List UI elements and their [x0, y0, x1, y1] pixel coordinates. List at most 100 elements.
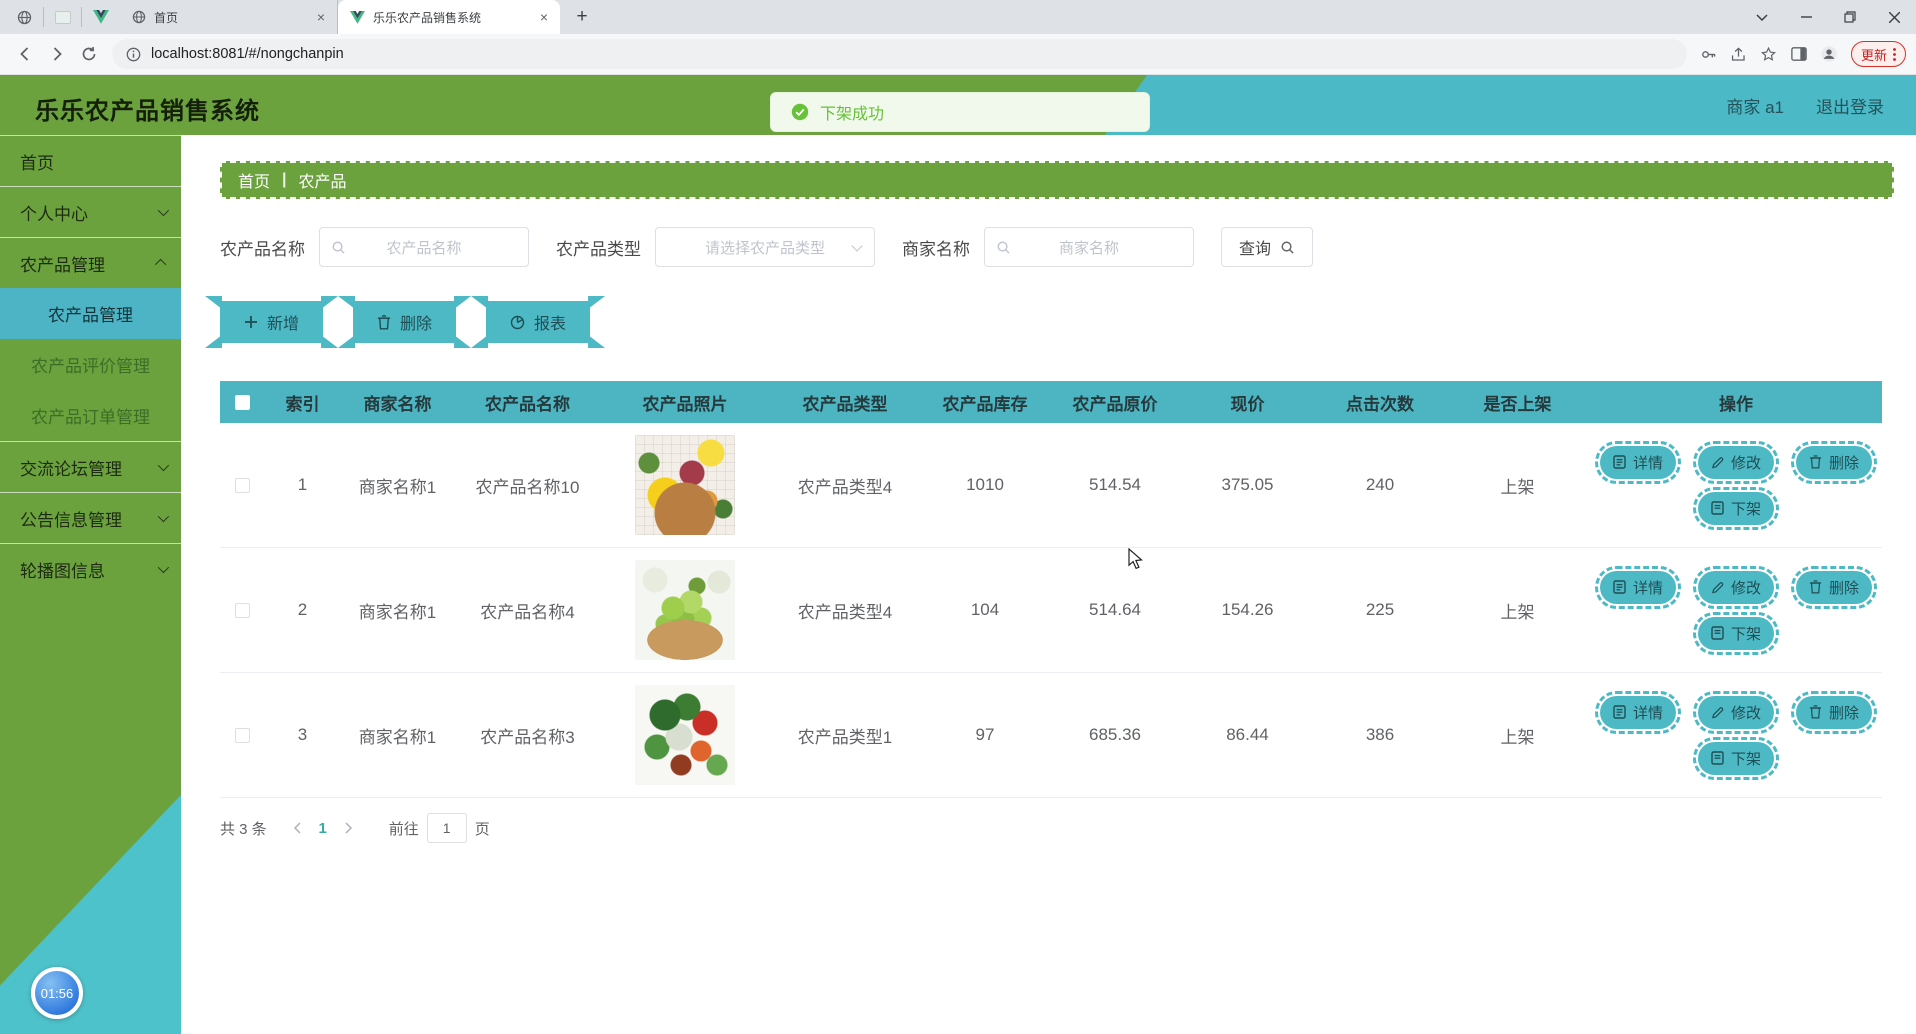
breadcrumb-home[interactable]: 首页	[238, 174, 271, 191]
next-page-icon[interactable]	[337, 816, 361, 840]
document-icon	[1613, 455, 1626, 469]
delete-row-button[interactable]: 删除	[1790, 690, 1878, 734]
cell-product-type: 农产品类型1	[770, 672, 920, 798]
pinned-tab[interactable]	[44, 7, 82, 27]
product-name-input[interactable]: 农产品名称	[319, 227, 529, 267]
bookmark-star-icon[interactable]	[1755, 40, 1783, 68]
document-icon	[1613, 705, 1626, 719]
sidebar-item-product-management[interactable]: 农产品管理	[0, 237, 181, 288]
sidebar-item-label: 公告信息管理	[20, 510, 122, 530]
reload-icon[interactable]	[74, 39, 104, 69]
pen-icon	[1711, 581, 1724, 594]
off-shelf-button[interactable]: 下架	[1692, 736, 1780, 780]
pen-icon	[1711, 706, 1724, 719]
prev-page-icon[interactable]	[285, 816, 309, 840]
new-tab-button[interactable]: +	[576, 6, 588, 27]
column-header: 农产品原价	[1050, 381, 1180, 423]
row-checkbox[interactable]	[235, 728, 250, 744]
main-content: 首页 | 农产品 农产品名称 农产品名称 农产品类型 请选择农产品类型 商家名称…	[181, 135, 1916, 1034]
page-thumbnail-icon	[54, 10, 71, 24]
delete-button[interactable]: 删除	[338, 296, 472, 348]
off-shelf-button[interactable]: 下架	[1692, 611, 1780, 655]
restore-button[interactable]	[1828, 0, 1872, 34]
info-icon[interactable]	[126, 47, 141, 62]
add-button[interactable]: 新增	[205, 296, 339, 348]
merchant-name-label: 商家名称	[902, 239, 970, 259]
delete-row-button[interactable]: 删除	[1790, 565, 1878, 609]
page-number[interactable]: 1	[318, 819, 327, 837]
logout-link[interactable]: 退出登录	[1816, 97, 1884, 117]
header-user-area: 商家 a1 退出登录	[1105, 75, 1916, 135]
edit-button[interactable]: 修改	[1692, 440, 1780, 484]
chevron-down-icon	[157, 204, 170, 217]
pinned-tab[interactable]	[82, 7, 120, 27]
column-header: 索引	[265, 381, 340, 423]
sidebar-item-home[interactable]: 首页	[0, 135, 181, 186]
sidebar-subitem-label: 农产品评价管理	[31, 357, 150, 376]
close-window-button[interactable]	[1872, 0, 1916, 34]
detail-button[interactable]: 详情	[1594, 440, 1681, 484]
close-icon[interactable]: ×	[316, 9, 326, 25]
column-header: 农产品库存	[920, 381, 1050, 423]
detail-button[interactable]: 详情	[1594, 565, 1681, 609]
table-header-row: 索引 商家名称 农产品名称 农产品照片 农产品类型 农产品库存 农产品原价 现价 点击次数 是否上…	[220, 381, 1882, 423]
product-type-select[interactable]: 请选择农产品类型	[655, 227, 875, 267]
browser-toolbar: localhost:8081/#/nongchanpin 更新	[0, 34, 1916, 75]
password-key-icon[interactable]	[1695, 40, 1723, 68]
browser-tab-active[interactable]: 乐乐农产品销售系统 ×	[338, 0, 560, 34]
pinned-tab[interactable]	[6, 7, 44, 27]
sidebar-item-forum-management[interactable]: 交流论坛管理	[0, 441, 181, 492]
report-button[interactable]: 报表	[471, 296, 606, 348]
delete-row-button[interactable]: 删除	[1790, 440, 1878, 484]
check-circle-icon	[791, 103, 809, 121]
sidebar-subitem-product-management[interactable]: 农产品管理	[0, 288, 181, 339]
column-header: 农产品类型	[770, 381, 920, 423]
chevron-down-icon	[157, 510, 170, 523]
goto-label: 前往	[388, 820, 419, 838]
edit-button[interactable]: 修改	[1692, 565, 1780, 609]
sidebar-subitem-product-review-management[interactable]: 农产品评价管理	[0, 339, 181, 390]
minimize-button[interactable]	[1784, 0, 1828, 34]
row-checkbox[interactable]	[235, 603, 250, 619]
forward-icon[interactable]	[42, 39, 72, 69]
cell-index: 1	[265, 423, 340, 548]
cell-current-price: 86.44	[1180, 672, 1315, 798]
cell-current-price: 375.05	[1180, 423, 1315, 548]
cell-stock: 1010	[920, 423, 1050, 548]
product-photo	[635, 685, 735, 785]
browser-tab-home[interactable]: 首页 ×	[120, 0, 338, 34]
share-icon[interactable]	[1725, 40, 1753, 68]
sidebar-subitem-product-order-management[interactable]: 农产品订单管理	[0, 390, 181, 441]
sidebar: 首页 个人中心 农产品管理 农产品管理 农产品评价管理 农产品订单管理 交流论坛…	[0, 135, 181, 1034]
document-icon	[1711, 626, 1724, 640]
merchant-name-input[interactable]: 商家名称	[984, 227, 1194, 267]
document-icon	[1613, 580, 1626, 594]
menu-dots-icon[interactable]	[1893, 47, 1896, 61]
trash-icon	[377, 314, 391, 330]
plus-icon	[244, 315, 258, 329]
sidebar-item-label: 交流论坛管理	[20, 459, 122, 479]
document-icon	[1711, 751, 1724, 765]
document-icon	[1711, 501, 1724, 515]
goto-page-input[interactable]	[426, 813, 467, 843]
sidebar-item-personal-center[interactable]: 个人中心	[0, 186, 181, 237]
row-checkbox[interactable]	[235, 478, 250, 494]
sidebar-item-carousel-info[interactable]: 轮播图信息	[0, 543, 181, 594]
magnifier-icon	[1280, 240, 1295, 255]
side-panel-icon[interactable]	[1785, 40, 1813, 68]
off-shelf-button[interactable]: 下架	[1692, 486, 1780, 530]
cell-original-price: 514.54	[1050, 423, 1180, 548]
profile-avatar-icon[interactable]	[1815, 40, 1843, 68]
address-bar[interactable]: localhost:8081/#/nongchanpin	[112, 39, 1687, 69]
detail-button[interactable]: 详情	[1594, 690, 1681, 734]
chrome-update-button[interactable]: 更新	[1850, 41, 1906, 67]
tab-search-chevron-icon[interactable]	[1740, 0, 1784, 34]
edit-button[interactable]: 修改	[1692, 690, 1780, 734]
select-all-checkbox[interactable]	[235, 395, 250, 411]
close-icon[interactable]: ×	[539, 9, 549, 25]
back-icon[interactable]	[10, 39, 40, 69]
cell-stock: 97	[920, 672, 1050, 798]
table-row: 2 商家名称1 农产品名称4 农产品类型4 104 514.64 154.26 …	[220, 547, 1882, 673]
sidebar-item-announcement-management[interactable]: 公告信息管理	[0, 492, 181, 543]
query-button[interactable]: 查询	[1221, 227, 1314, 267]
